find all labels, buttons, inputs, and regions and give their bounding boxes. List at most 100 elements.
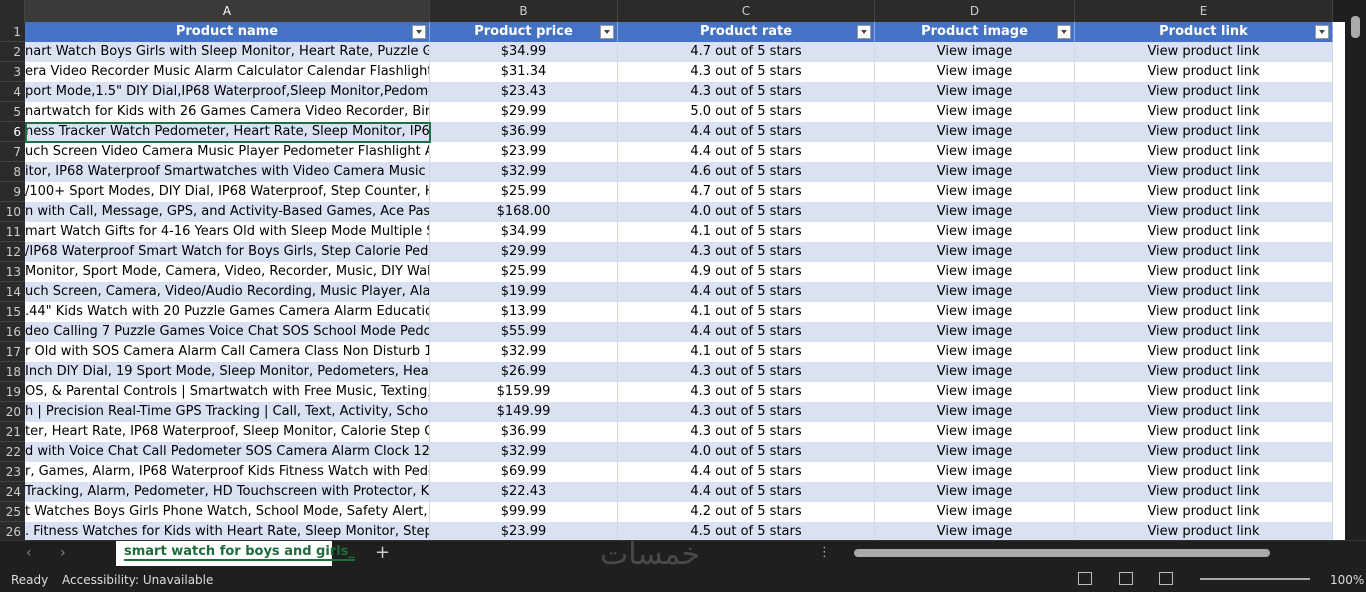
row-header[interactable]: 18: [0, 362, 25, 382]
row-header[interactable]: 23: [0, 462, 25, 482]
cell[interactable]: 4.4 out of 5 stars: [618, 482, 875, 502]
cell[interactable]: 4.9 out of 5 stars: [618, 262, 875, 282]
filter-button[interactable]: [1315, 25, 1329, 39]
cell[interactable]: View image: [875, 122, 1075, 142]
filter-button[interactable]: [412, 25, 426, 39]
cell[interactable]: Monitor, Sport Mode, Camera, Video, Reco…: [25, 262, 430, 282]
cell[interactable]: 4.3 out of 5 stars: [618, 382, 875, 402]
cell[interactable]: View image: [875, 182, 1075, 202]
cell[interactable]: 4.4 out of 5 stars: [618, 322, 875, 342]
cell[interactable]: View product link: [1075, 182, 1333, 202]
cell[interactable]: 4.5 out of 5 stars: [618, 522, 875, 540]
cell[interactable]: View image: [875, 362, 1075, 382]
cell[interactable]: $31.34: [430, 62, 618, 82]
cell[interactable]: $26.99: [430, 362, 618, 382]
cell[interactable]: 4.4 out of 5 stars: [618, 142, 875, 162]
cell[interactable]: $36.99: [430, 422, 618, 442]
cell[interactable]: /IP68 Waterproof Smart Watch for Boys Gi…: [25, 242, 430, 262]
normal-view[interactable]: [1078, 572, 1092, 585]
row-header[interactable]: 19: [0, 382, 25, 402]
cell[interactable]: h | Precision Real-Time GPS Tracking | C…: [25, 402, 430, 422]
horizontal-scroll-thumb[interactable]: [854, 549, 1270, 557]
cell[interactable]: $23.43: [430, 82, 618, 102]
cell[interactable]: ness Tracker Watch Pedometer, Heart Rate…: [25, 122, 430, 142]
cell[interactable]: $23.99: [430, 142, 618, 162]
row-header[interactable]: 1: [0, 22, 25, 42]
row-header[interactable]: 17: [0, 342, 25, 362]
cell[interactable]: View image: [875, 262, 1075, 282]
cell[interactable]: $34.99: [430, 42, 618, 62]
cell[interactable]: $99.99: [430, 502, 618, 522]
sheet-tab[interactable]: smart watch for boys and girls_: [116, 541, 355, 566]
cell[interactable]: .44" Kids Watch with 20 Puzzle Games Cam…: [25, 302, 430, 322]
cell[interactable]: 4.0 out of 5 stars: [618, 442, 875, 462]
accessibility-status[interactable]: Accessibility: Unavailable: [62, 573, 214, 587]
cell[interactable]: 4.3 out of 5 stars: [618, 422, 875, 442]
row-header[interactable]: 14: [0, 282, 25, 302]
cell[interactable]: $159.99: [430, 382, 618, 402]
cell[interactable]: r Old with SOS Camera Alarm Call Camera …: [25, 342, 430, 362]
cell[interactable]: uch Screen, Camera, Video/Audio Recordin…: [25, 282, 430, 302]
add-sheet[interactable]: +: [375, 542, 391, 563]
row-header[interactable]: 16: [0, 322, 25, 342]
row-header[interactable]: 10: [0, 202, 25, 222]
cell[interactable]: View product link: [1075, 142, 1333, 162]
filter-button[interactable]: [1057, 25, 1071, 39]
cell[interactable]: View image: [875, 322, 1075, 342]
column-header[interactable]: A: [25, 0, 430, 22]
cell[interactable]: 4.4 out of 5 stars: [618, 462, 875, 482]
header-cell[interactable]: Product link: [1075, 22, 1333, 42]
cell[interactable]: $149.99: [430, 402, 618, 422]
cell[interactable]: $25.99: [430, 262, 618, 282]
zoom-level[interactable]: 100%: [1330, 573, 1365, 587]
cell[interactable]: View image: [875, 62, 1075, 82]
cell[interactable]: View image: [875, 502, 1075, 522]
cell[interactable]: View product link: [1075, 482, 1333, 502]
column-header[interactable]: B: [430, 0, 618, 22]
cell[interactable]: View product link: [1075, 242, 1333, 262]
cell[interactable]: 4.7 out of 5 stars: [618, 42, 875, 62]
cell[interactable]: $32.99: [430, 342, 618, 362]
next-sheet[interactable]: ›: [60, 545, 66, 561]
cell[interactable]: nart Watch Boys Girls with Sleep Monitor…: [25, 42, 430, 62]
cell[interactable]: $69.99: [430, 462, 618, 482]
cell[interactable]: View product link: [1075, 382, 1333, 402]
cell[interactable]: 4.6 out of 5 stars: [618, 162, 875, 182]
cell[interactable]: 4.1 out of 5 stars: [618, 342, 875, 362]
page-layout-view[interactable]: [1119, 572, 1133, 585]
row-header[interactable]: 15: [0, 302, 25, 322]
cell[interactable]: View image: [875, 42, 1075, 62]
cell[interactable]: View image: [875, 222, 1075, 242]
cell[interactable]: View image: [875, 82, 1075, 102]
cell[interactable]: View image: [875, 522, 1075, 540]
cell[interactable]: $25.99: [430, 182, 618, 202]
more-options[interactable]: ⋮: [818, 545, 831, 560]
cell[interactable]: View image: [875, 302, 1075, 322]
cell[interactable]: View product link: [1075, 342, 1333, 362]
cell[interactable]: port Mode,1.5" DIY Dial,IP68 Waterproof,…: [25, 82, 430, 102]
row-header[interactable]: 5: [0, 102, 25, 122]
cell[interactable]: Tracking, Alarm, Pedometer, HD Touchscre…: [25, 482, 430, 502]
cell[interactable]: View image: [875, 382, 1075, 402]
row-header[interactable]: 3: [0, 62, 25, 82]
select-all[interactable]: [0, 0, 25, 22]
cell[interactable]: View product link: [1075, 402, 1333, 422]
cell[interactable]: $36.99: [430, 122, 618, 142]
row-header[interactable]: 4: [0, 82, 25, 102]
cell[interactable]: 4.3 out of 5 stars: [618, 62, 875, 82]
cell[interactable]: deo Calling 7 Puzzle Games Voice Chat SO…: [25, 322, 430, 342]
cell[interactable]: View product link: [1075, 302, 1333, 322]
cell[interactable]: View product link: [1075, 502, 1333, 522]
cell[interactable]: View image: [875, 402, 1075, 422]
cell[interactable]: View product link: [1075, 422, 1333, 442]
cell[interactable]: View image: [875, 142, 1075, 162]
cell[interactable]: $13.99: [430, 302, 618, 322]
cell[interactable]: mart Watch Gifts for 4-16 Years Old with…: [25, 222, 430, 242]
cell[interactable]: View image: [875, 442, 1075, 462]
cell[interactable]: Inch DIY Dial, 19 Sport Mode, Sleep Moni…: [25, 362, 430, 382]
cell[interactable]: 4.3 out of 5 stars: [618, 82, 875, 102]
cell[interactable]: 4.2 out of 5 stars: [618, 502, 875, 522]
cell[interactable]: View product link: [1075, 162, 1333, 182]
cell[interactable]: 4.4 out of 5 stars: [618, 282, 875, 302]
cell[interactable]: $168.00: [430, 202, 618, 222]
